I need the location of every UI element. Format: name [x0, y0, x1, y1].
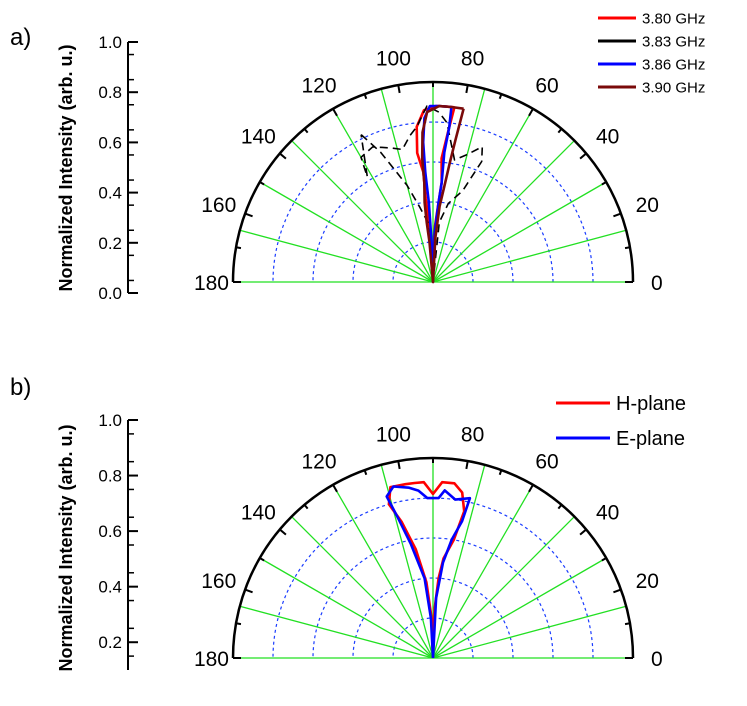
angular-tick [279, 152, 287, 160]
angular-tick [528, 484, 534, 493]
angular-tick [579, 528, 587, 536]
angular-tick [244, 212, 253, 218]
angular-tick [465, 460, 469, 470]
angle-tick-label: 0 [651, 272, 663, 295]
angular-grid-spoke [432, 484, 534, 659]
angular-grid-spoke [432, 181, 607, 283]
y-tick-label: 0.8 [98, 83, 122, 102]
panel-label: b) [10, 374, 31, 401]
legend-label: 3.90 GHz [642, 79, 705, 96]
angular-tick [303, 504, 309, 510]
angular-tick [259, 557, 265, 562]
angle-tick-label: 20 [636, 570, 659, 593]
y-tick-label: 1.0 [98, 411, 122, 430]
angular-tick [332, 108, 338, 117]
angular-tick [397, 460, 401, 470]
angular-grid-spoke [432, 88, 486, 283]
y-tick-label: 0.6 [98, 133, 122, 152]
angular-tick [498, 469, 503, 476]
angular-grid-spoke [259, 181, 434, 283]
angular-tick [397, 84, 401, 94]
angular-grid-spoke [432, 140, 575, 283]
series-line [420, 104, 465, 284]
legend-label: 3.86 GHz [642, 56, 705, 73]
angle-tick-label: 40 [596, 125, 619, 148]
angle-tick-label: 160 [201, 570, 236, 593]
angular-tick [557, 128, 563, 134]
angular-tick [332, 484, 338, 493]
angular-tick [235, 246, 242, 250]
angle-tick-label: 0 [651, 648, 663, 671]
angular-tick [624, 622, 631, 626]
legend-label: 3.83 GHz [642, 33, 705, 50]
angle-tick-label: 100 [376, 423, 411, 446]
y-axis-label: Normalized Intensity (arb. u.) [56, 44, 76, 291]
angular-tick [613, 212, 622, 218]
angular-tick [259, 181, 265, 186]
angular-tick [303, 128, 309, 134]
angular-grid-spoke [432, 464, 486, 659]
angular-tick [579, 152, 587, 160]
radial-grid-circle [352, 577, 514, 659]
angular-grid-spoke [432, 516, 575, 659]
y-tick-label: 0.6 [98, 522, 122, 541]
y-tick-label: 0.8 [98, 467, 122, 486]
angle-tick-label: 160 [201, 194, 236, 217]
angular-grid-spoke [259, 557, 434, 659]
angle-tick-label: 100 [376, 47, 411, 70]
y-tick-label: 1.0 [98, 33, 122, 52]
angular-tick [244, 588, 253, 594]
angular-tick [601, 181, 607, 186]
y-tick-label: 0.4 [98, 184, 122, 203]
angular-tick [235, 622, 242, 626]
panel-b: b) Normalized Intensity (arb. u.) 0.2 0.4 0.… [10, 374, 686, 672]
angular-tick [528, 108, 534, 117]
legend-label: 3.80 GHz [642, 10, 705, 27]
panel-a: a) Normalized Intensity (arb. u.) 0.0 0.2 0.… [10, 10, 705, 303]
angular-grid-spoke [239, 605, 434, 659]
angular-tick [363, 93, 368, 100]
angle-tick-label: 120 [301, 75, 336, 98]
angular-tick [498, 93, 503, 100]
angle-tick-label: 180 [194, 648, 229, 671]
angular-grid-spoke [432, 229, 627, 283]
angle-tick-label: 180 [194, 272, 229, 295]
angle-tick-label: 120 [301, 451, 336, 474]
y-tick-label: 0.2 [98, 633, 122, 652]
radial-grid-circle [352, 201, 514, 283]
y-tick-label: 0.2 [98, 234, 122, 253]
angular-grid-spoke [432, 605, 627, 659]
angular-grid-spoke [239, 229, 434, 283]
series-line [385, 485, 472, 659]
angle-tick-label: 20 [636, 194, 659, 217]
angle-tick-label: 80 [461, 423, 484, 446]
angular-grid-spoke [291, 516, 434, 659]
angular-grid-spoke [432, 557, 607, 659]
legend-label: H-plane [616, 393, 686, 415]
angular-tick [557, 504, 563, 510]
y-tick-label: 0.0 [98, 284, 122, 303]
y-tick-label: 0.4 [98, 578, 122, 597]
angular-tick [624, 246, 631, 250]
angle-tick-label: 140 [241, 501, 276, 524]
angular-tick [279, 528, 287, 536]
y-axis-label: Normalized Intensity (arb. u.) [56, 424, 76, 671]
angular-tick [601, 557, 607, 562]
angle-tick-label: 80 [461, 47, 484, 70]
legend-label: E-plane [616, 428, 685, 450]
angular-grid-spoke [332, 484, 434, 659]
angle-tick-label: 40 [596, 501, 619, 524]
angular-grid-spoke [432, 108, 534, 283]
series-line [421, 104, 453, 284]
angular-tick [613, 588, 622, 594]
angular-tick [465, 84, 469, 94]
panel-label: a) [10, 24, 31, 51]
angular-grid-spoke [332, 108, 434, 283]
angular-tick [363, 469, 368, 476]
angle-tick-label: 60 [535, 451, 558, 474]
angular-grid-spoke [291, 140, 434, 283]
angle-tick-label: 60 [535, 75, 558, 98]
angle-tick-label: 140 [241, 125, 276, 148]
